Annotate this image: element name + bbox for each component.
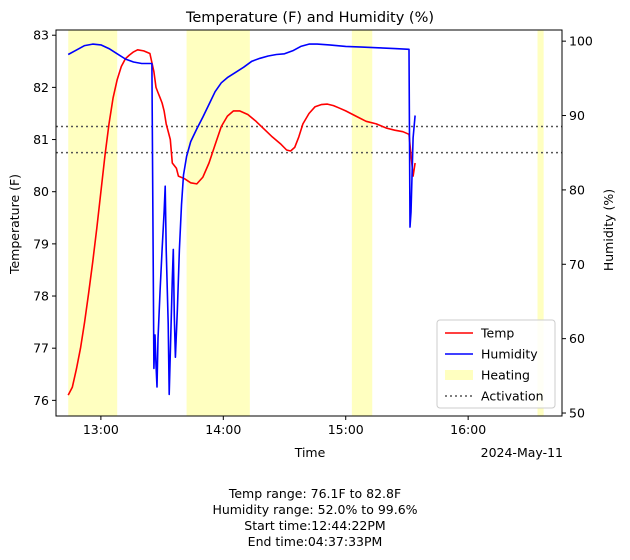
y-left-tick-label: 82 <box>33 80 49 95</box>
y-right-tick-label: 80 <box>569 182 585 197</box>
legend-label-temp: Temp <box>480 326 514 341</box>
y-left-tick-label: 78 <box>33 289 49 304</box>
y-left-tick-label: 80 <box>33 184 49 199</box>
series-line-temp <box>67 49 416 396</box>
heating-band <box>537 30 544 416</box>
x-tick-label: 14:00 <box>205 422 241 437</box>
y-right-tick-label: 100 <box>569 34 593 49</box>
y-axis-right-label: Humidity (%) <box>601 189 616 271</box>
legend-swatch-heating <box>445 370 473 380</box>
y-left-tick-label: 76 <box>33 393 49 408</box>
x-tick-label: 15:00 <box>328 422 364 437</box>
legend-label-activation: Activation <box>481 389 544 404</box>
y-left-tick-label: 81 <box>33 132 49 147</box>
date-label: 2024-May-11 <box>481 445 563 460</box>
x-tick-label: 13:00 <box>83 422 119 437</box>
y-right-tick-label: 50 <box>569 406 585 421</box>
caption-temp-range: Temp range: 76.1F to 82.8F <box>228 486 402 501</box>
chart-title: Temperature (F) and Humidity (%) <box>185 10 434 26</box>
legend-label-humidity: Humidity <box>481 347 538 362</box>
caption-humidity-range: Humidity range: 52.0% to 99.6% <box>212 502 418 517</box>
y-left-tick-label: 77 <box>33 341 49 356</box>
y-left-tick-label: 83 <box>33 28 49 43</box>
caption-end-time: End time:04:37:33PM <box>247 534 383 549</box>
y-axis-left-label: Temperature (F) <box>7 174 22 275</box>
legend-box <box>436 319 556 409</box>
heating-band <box>68 30 118 416</box>
plot-frame <box>55 29 563 417</box>
y-right-tick-label: 90 <box>569 108 585 123</box>
heating-band <box>186 30 250 416</box>
series-line-humidity <box>67 43 416 396</box>
x-tick-label: 16:00 <box>450 422 486 437</box>
y-right-tick-label: 60 <box>569 331 585 346</box>
heating-band <box>351 30 373 416</box>
y-right-tick-label: 70 <box>569 257 585 272</box>
x-axis-label: Time <box>294 445 326 460</box>
temperature-humidity-chart: 13:00 14:00 15:00 16:00 76 77 78 79 80 81 82 83 50 60… <box>7 10 616 460</box>
y-left-tick-label: 79 <box>33 236 49 251</box>
legend-label-heating: Heating <box>481 368 530 383</box>
caption-start-time: Start time:12:44:22PM <box>244 518 386 533</box>
